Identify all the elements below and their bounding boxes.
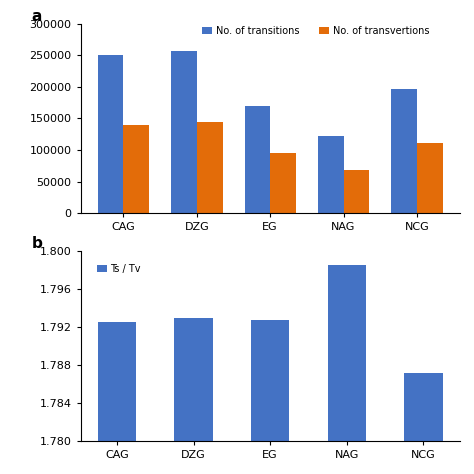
Bar: [344, 170, 369, 213]
Bar: [124, 125, 149, 213]
Bar: [171, 51, 197, 213]
Bar: [174, 318, 213, 474]
Bar: [245, 106, 270, 213]
Legend: Ts / Tv: Ts / Tv: [93, 260, 145, 278]
Bar: [197, 122, 222, 213]
Text: b: b: [31, 236, 42, 251]
Bar: [270, 153, 296, 213]
Bar: [98, 322, 136, 474]
Bar: [251, 320, 289, 474]
Bar: [98, 55, 124, 213]
Bar: [328, 265, 366, 474]
Bar: [404, 373, 443, 474]
Bar: [391, 89, 417, 213]
Bar: [417, 143, 443, 213]
Text: a: a: [31, 9, 42, 24]
Bar: [318, 136, 344, 213]
Legend: No. of transitions, No. of transvertions: No. of transitions, No. of transvertions: [199, 22, 433, 40]
